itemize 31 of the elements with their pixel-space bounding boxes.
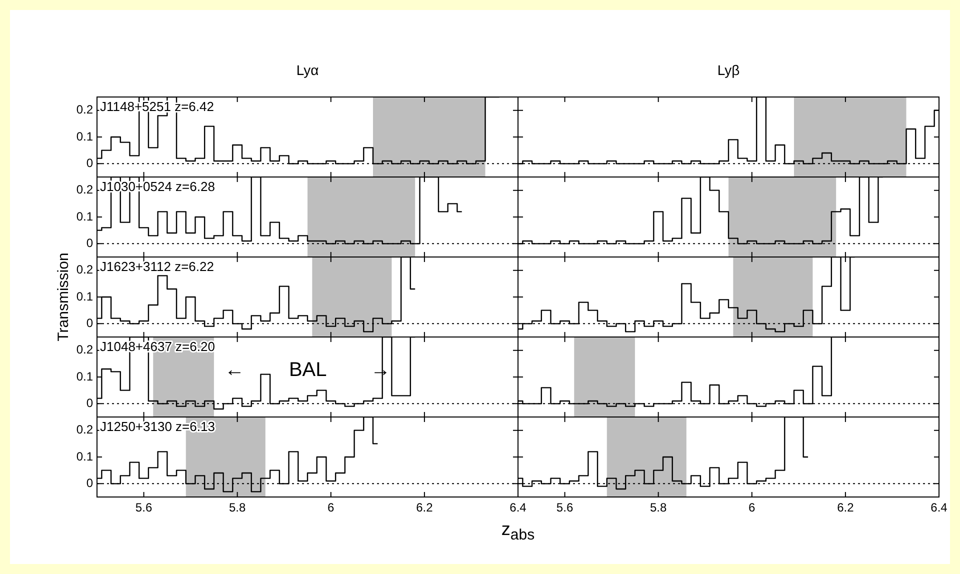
x-tick-label: 6.2 <box>837 500 854 515</box>
x-tick-label: 5.6 <box>135 500 152 515</box>
annotation: J1250+3130 z=6.13 <box>100 419 215 434</box>
x-tick-label: 6.4 <box>510 500 527 515</box>
y-tick-label: 0.2 <box>76 182 94 197</box>
chart-title: Lyα <box>295 62 320 78</box>
y-axis-title: Transmission <box>55 252 73 344</box>
x-tick-label: 5.6 <box>556 500 574 515</box>
y-tick-label: 0.1 <box>76 369 94 384</box>
y-tick-label: 0.2 <box>76 262 94 277</box>
y-tick-label: 0 <box>86 156 94 170</box>
annotation: J1623+3112 z=6.22 <box>100 259 214 274</box>
y-tick-label: 0 <box>86 316 94 330</box>
y-tick-label: 0.1 <box>76 209 94 224</box>
y-tick-label: 0 <box>86 396 94 410</box>
x-tick-label: 6.4 <box>930 500 948 515</box>
y-tick-label: 0 <box>86 476 94 490</box>
x-tick-label: 6 <box>328 500 335 515</box>
x-tick-label: 5.8 <box>228 500 246 515</box>
x-tick-label: 6 <box>748 500 756 515</box>
y-tick-label: 0.1 <box>76 289 94 304</box>
y-tick-label: 0.1 <box>76 449 94 464</box>
y-tick-label: 0.1 <box>76 129 94 144</box>
x-tick-label: 6.2 <box>416 500 434 515</box>
y-tick-label: 0.2 <box>76 102 94 117</box>
chart-title: Lyβ <box>716 62 741 78</box>
y-tick-label: 0.2 <box>76 422 94 437</box>
y-tick-label: 0.2 <box>76 342 94 357</box>
y-tick-label: 0 <box>86 236 94 250</box>
x-axis-title: z$_{abs}$ <box>500 519 536 544</box>
x-tick-label: 5.8 <box>650 500 667 515</box>
